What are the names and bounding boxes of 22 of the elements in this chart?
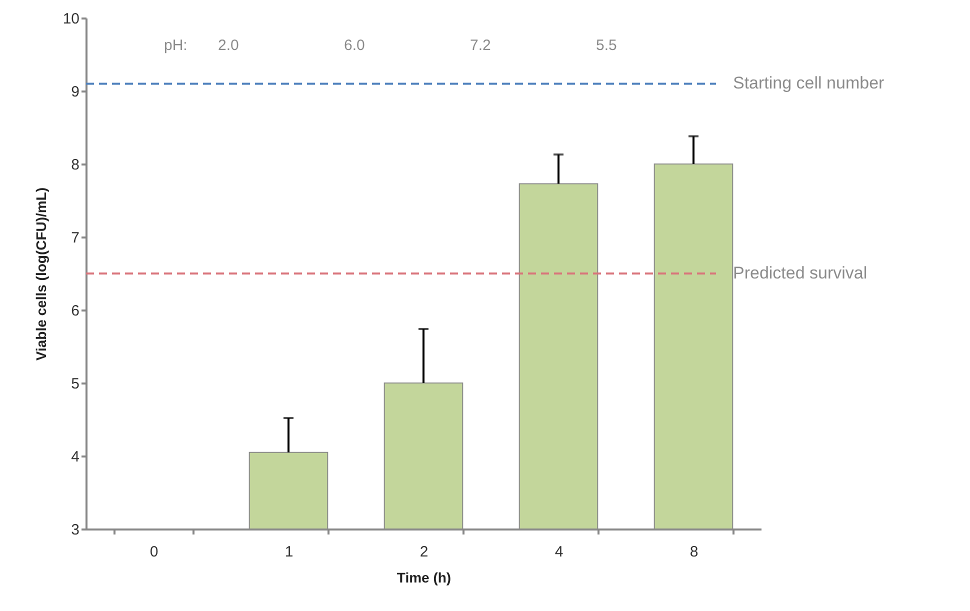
ref-line-label: Starting cell number xyxy=(733,74,885,93)
x-tick-label: 0 xyxy=(150,544,158,560)
x-tick-label: 2 xyxy=(420,544,428,560)
y-axis-title: Viable cells (log(CFU)/mL) xyxy=(32,187,49,361)
annotation: 6.0 xyxy=(344,37,365,54)
annotation: 5.5 xyxy=(596,37,617,54)
y-tick-label: 5 xyxy=(71,376,80,392)
y-tick-label: 8 xyxy=(71,156,80,174)
y-tick-label: 3 xyxy=(71,522,80,538)
y-tick-label: 9 xyxy=(71,84,80,100)
x-tick-label: 4 xyxy=(554,544,564,560)
y-tick-label: 4 xyxy=(71,448,80,466)
annotation: 2.0 xyxy=(218,37,239,54)
x-tick-label: 1 xyxy=(284,544,294,560)
x-tick-label: 8 xyxy=(690,544,698,560)
y-tick-label: 6 xyxy=(71,302,80,320)
y-tick-label: 10 xyxy=(62,10,80,28)
y-tick-label: 7 xyxy=(71,230,80,246)
x-axis-title: Time (h) xyxy=(396,570,452,586)
annotation: 7.2 xyxy=(470,37,491,54)
ref-line-label: Predicted survival xyxy=(733,264,868,282)
annotation: pH: xyxy=(164,37,188,54)
